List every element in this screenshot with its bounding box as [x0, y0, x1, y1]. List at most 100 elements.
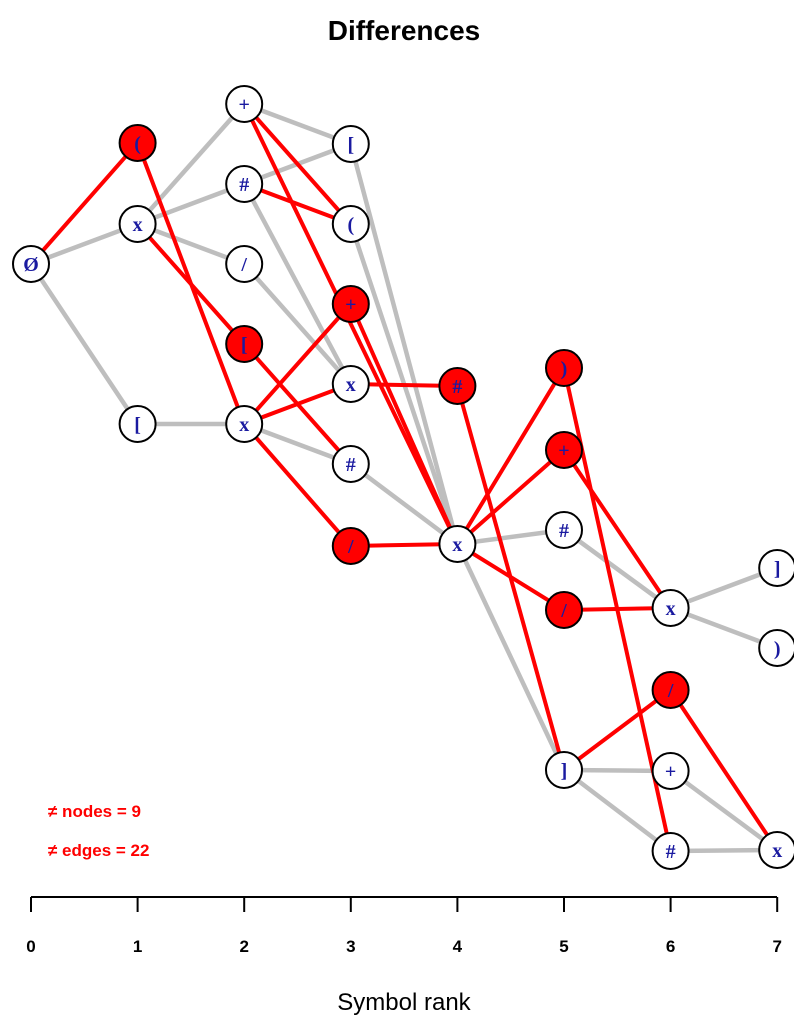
- node-label: ]: [774, 558, 781, 580]
- node-label: x: [133, 214, 143, 236]
- diff-node-circle: [545, 431, 583, 469]
- x-tick-label: 7: [772, 937, 781, 956]
- node-circle: [545, 751, 583, 789]
- node-circle: [331, 445, 370, 483]
- diff-edge: [562, 448, 673, 610]
- diff-node-circle: [438, 367, 477, 405]
- diff-node-circle: [331, 527, 370, 565]
- node-label: /: [667, 680, 674, 702]
- diff-edge: [242, 102, 353, 226]
- node-label: #: [239, 174, 249, 196]
- common-edge: [561, 527, 673, 611]
- node-label: ): [561, 358, 568, 380]
- common-edge: [135, 101, 247, 227]
- diff-edge: [562, 688, 673, 772]
- diff-edge: [242, 302, 353, 426]
- node-label: ): [774, 638, 781, 660]
- graph-node: +: [331, 285, 370, 323]
- common-edge: [241, 261, 354, 387]
- x-tick-label: 0: [26, 937, 35, 956]
- node-label: x: [239, 414, 249, 436]
- node-label: [: [134, 414, 141, 436]
- diff-node-circle: [118, 124, 157, 162]
- node-label: [: [347, 134, 354, 156]
- node-circle: [331, 205, 370, 243]
- common-edge: [668, 768, 780, 853]
- x-tick-label: 1: [133, 937, 142, 956]
- graph-node: #: [545, 511, 583, 549]
- graph-node: ): [758, 629, 794, 667]
- diff-edge: [135, 222, 247, 346]
- node-circle: [758, 549, 794, 587]
- diff-edge: [242, 422, 353, 548]
- graph-node: /: [545, 591, 583, 629]
- node-label: +: [558, 440, 569, 462]
- graph-node: x: [438, 525, 477, 563]
- graph-node: (: [118, 124, 157, 162]
- node-label: x: [666, 598, 676, 620]
- x-tick-label: 2: [239, 937, 248, 956]
- node-circle: [331, 125, 370, 163]
- graph-node: #: [225, 165, 264, 203]
- node-label: +: [345, 294, 356, 316]
- x-tick-label: 4: [453, 937, 463, 956]
- node-label: +: [665, 761, 676, 783]
- node-circle: [758, 629, 794, 667]
- node-label: Ø: [23, 254, 39, 276]
- diff-nodes-count: ≠ nodes = 9: [48, 802, 141, 821]
- graph-node: /: [331, 527, 370, 565]
- diff-edge: [455, 366, 566, 546]
- diff-edge: [455, 542, 566, 612]
- diff-edges-count: ≠ edges = 22: [48, 841, 149, 860]
- node-label: /: [347, 536, 354, 558]
- node-circle: [225, 405, 264, 443]
- node-label: /: [560, 600, 567, 622]
- node-circle: [651, 589, 690, 627]
- diff-node-circle: [651, 671, 690, 709]
- node-circle: [438, 525, 477, 563]
- graph-node: [: [225, 325, 264, 363]
- diff-edge: [455, 448, 566, 546]
- node-label: x: [346, 374, 356, 396]
- graph-node: x: [118, 205, 157, 243]
- node-circle: [331, 365, 370, 403]
- common-edge: [561, 767, 673, 854]
- node-circle: [758, 831, 794, 869]
- node-label: x: [772, 840, 782, 862]
- x-tick-label: 6: [666, 937, 675, 956]
- node-label: /: [240, 254, 247, 276]
- graph-node: x: [225, 405, 264, 443]
- x-tick-label: 3: [346, 937, 355, 956]
- node-label: (: [347, 214, 354, 236]
- node-circle: [651, 832, 690, 870]
- graph-node: x: [331, 365, 370, 403]
- graph-node: +: [651, 752, 690, 790]
- common-edge: [28, 261, 140, 427]
- node-label: #: [666, 841, 676, 863]
- diff-node-circle: [225, 325, 264, 363]
- graph-node: [: [331, 125, 370, 163]
- x-tick-label: 5: [559, 937, 568, 956]
- node-label: #: [559, 520, 569, 542]
- x-axis: 0 1 2 3 4 5 6 7: [26, 896, 782, 956]
- node-circle: [225, 85, 264, 123]
- node-circle: [225, 165, 264, 203]
- graph-node: /: [651, 671, 690, 709]
- diff-node-circle: [545, 349, 583, 387]
- graph-node: ]: [758, 549, 794, 587]
- common-edge: [455, 541, 567, 773]
- node-circle: [545, 511, 583, 549]
- graph-node: +: [545, 431, 583, 469]
- x-axis-label: Symbol rank: [337, 989, 471, 1016]
- graph-node: #: [651, 832, 690, 870]
- node-circle: [118, 205, 157, 243]
- diff-node-circle: [331, 285, 370, 323]
- diff-edge: [242, 102, 460, 546]
- node-circle: [225, 245, 264, 283]
- diff-edge: [668, 688, 780, 852]
- node-circle: [12, 245, 50, 283]
- node-circle: [651, 752, 690, 790]
- graph-node: +: [225, 85, 264, 123]
- common-edge: [348, 141, 460, 547]
